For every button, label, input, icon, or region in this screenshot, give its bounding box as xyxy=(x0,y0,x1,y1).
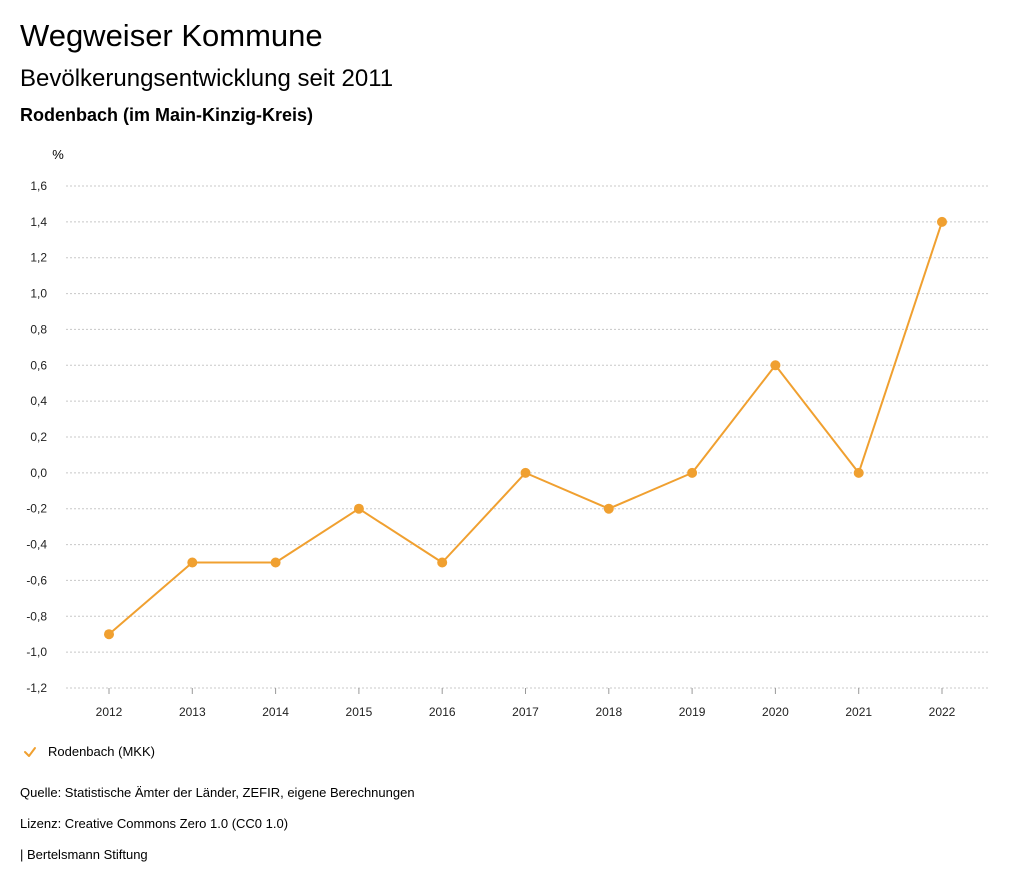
y-tick-label: -0,6 xyxy=(26,573,47,587)
y-tick-label: 1,0 xyxy=(30,287,47,301)
chart-subtitle: Bevölkerungsentwicklung seit 2011 xyxy=(20,65,394,92)
data-point[interactable] xyxy=(187,557,198,568)
source-note: Quelle: Statistische Ämter der Länder, Z… xyxy=(20,785,415,800)
series-line xyxy=(108,221,943,635)
y-tick-label: -1,0 xyxy=(26,645,47,659)
data-point[interactable] xyxy=(520,467,531,478)
x-tick-label: 2020 xyxy=(762,705,789,719)
data-point[interactable] xyxy=(853,467,864,478)
grid-lines xyxy=(66,185,990,689)
y-tick-label: 0,6 xyxy=(30,358,47,372)
data-point[interactable] xyxy=(270,557,281,568)
y-axis-ticks: -1,2 -1,0 -0,8 -0,6 -0,4 -0,2 0,0 0,2 0,4 0,6 0,8 1… xyxy=(26,179,47,695)
page-title: Wegweiser Kommune xyxy=(20,18,323,53)
x-tick-label: 2019 xyxy=(679,705,706,719)
legend-label: Rodenbach (MKK) xyxy=(48,744,155,759)
x-tick-label: 2022 xyxy=(929,705,956,719)
line-chart: % -1,2 -1,0 -0,8 -0,6 -0,4 -0,2 0,0 0,2 0,4 0,6 0,… xyxy=(26,147,990,719)
legend-check-icon xyxy=(24,746,36,757)
publisher-note: | Bertelsmann Stiftung xyxy=(20,847,148,862)
data-series xyxy=(104,216,947,640)
y-tick-label: 1,6 xyxy=(30,179,47,193)
y-tick-label: 1,2 xyxy=(30,251,47,265)
data-point[interactable] xyxy=(603,503,614,514)
data-point[interactable] xyxy=(937,216,947,227)
data-point[interactable] xyxy=(437,557,448,568)
x-tick-label: 2015 xyxy=(346,705,373,719)
x-tick-label: 2017 xyxy=(512,705,539,719)
data-point[interactable] xyxy=(353,503,364,514)
data-point[interactable] xyxy=(104,629,114,640)
x-tick-label: 2016 xyxy=(429,705,456,719)
x-tick-label: 2018 xyxy=(595,705,622,719)
x-tick-label: 2021 xyxy=(845,705,872,719)
y-tick-label: -0,2 xyxy=(26,502,47,516)
y-tick-label: -0,8 xyxy=(26,609,47,623)
data-point[interactable] xyxy=(770,360,781,371)
y-axis-unit-label: % xyxy=(52,147,64,162)
data-point[interactable] xyxy=(687,467,698,478)
license-note: Lizenz: Creative Commons Zero 1.0 (CC0 1… xyxy=(20,816,289,831)
y-tick-label: 0,8 xyxy=(30,322,47,336)
x-axis-ticks: 2012 2013 2014 2015 2016 2017 2018 2019 2020 2021… xyxy=(96,688,956,719)
y-tick-label: -1,2 xyxy=(26,681,47,695)
x-tick-label: 2012 xyxy=(96,705,123,719)
y-tick-label: 1,4 xyxy=(30,215,47,229)
region-label: Rodenbach (im Main-Kinzig-Kreis) xyxy=(20,105,314,125)
legend[interactable]: Rodenbach (MKK) xyxy=(22,744,155,759)
y-tick-label: 0,4 xyxy=(30,394,47,408)
x-tick-label: 2014 xyxy=(262,705,289,719)
y-tick-label: 0,0 xyxy=(30,466,47,480)
y-tick-label: 0,2 xyxy=(30,430,47,444)
y-tick-label: -0,4 xyxy=(26,538,47,552)
x-tick-label: 2013 xyxy=(179,705,206,719)
